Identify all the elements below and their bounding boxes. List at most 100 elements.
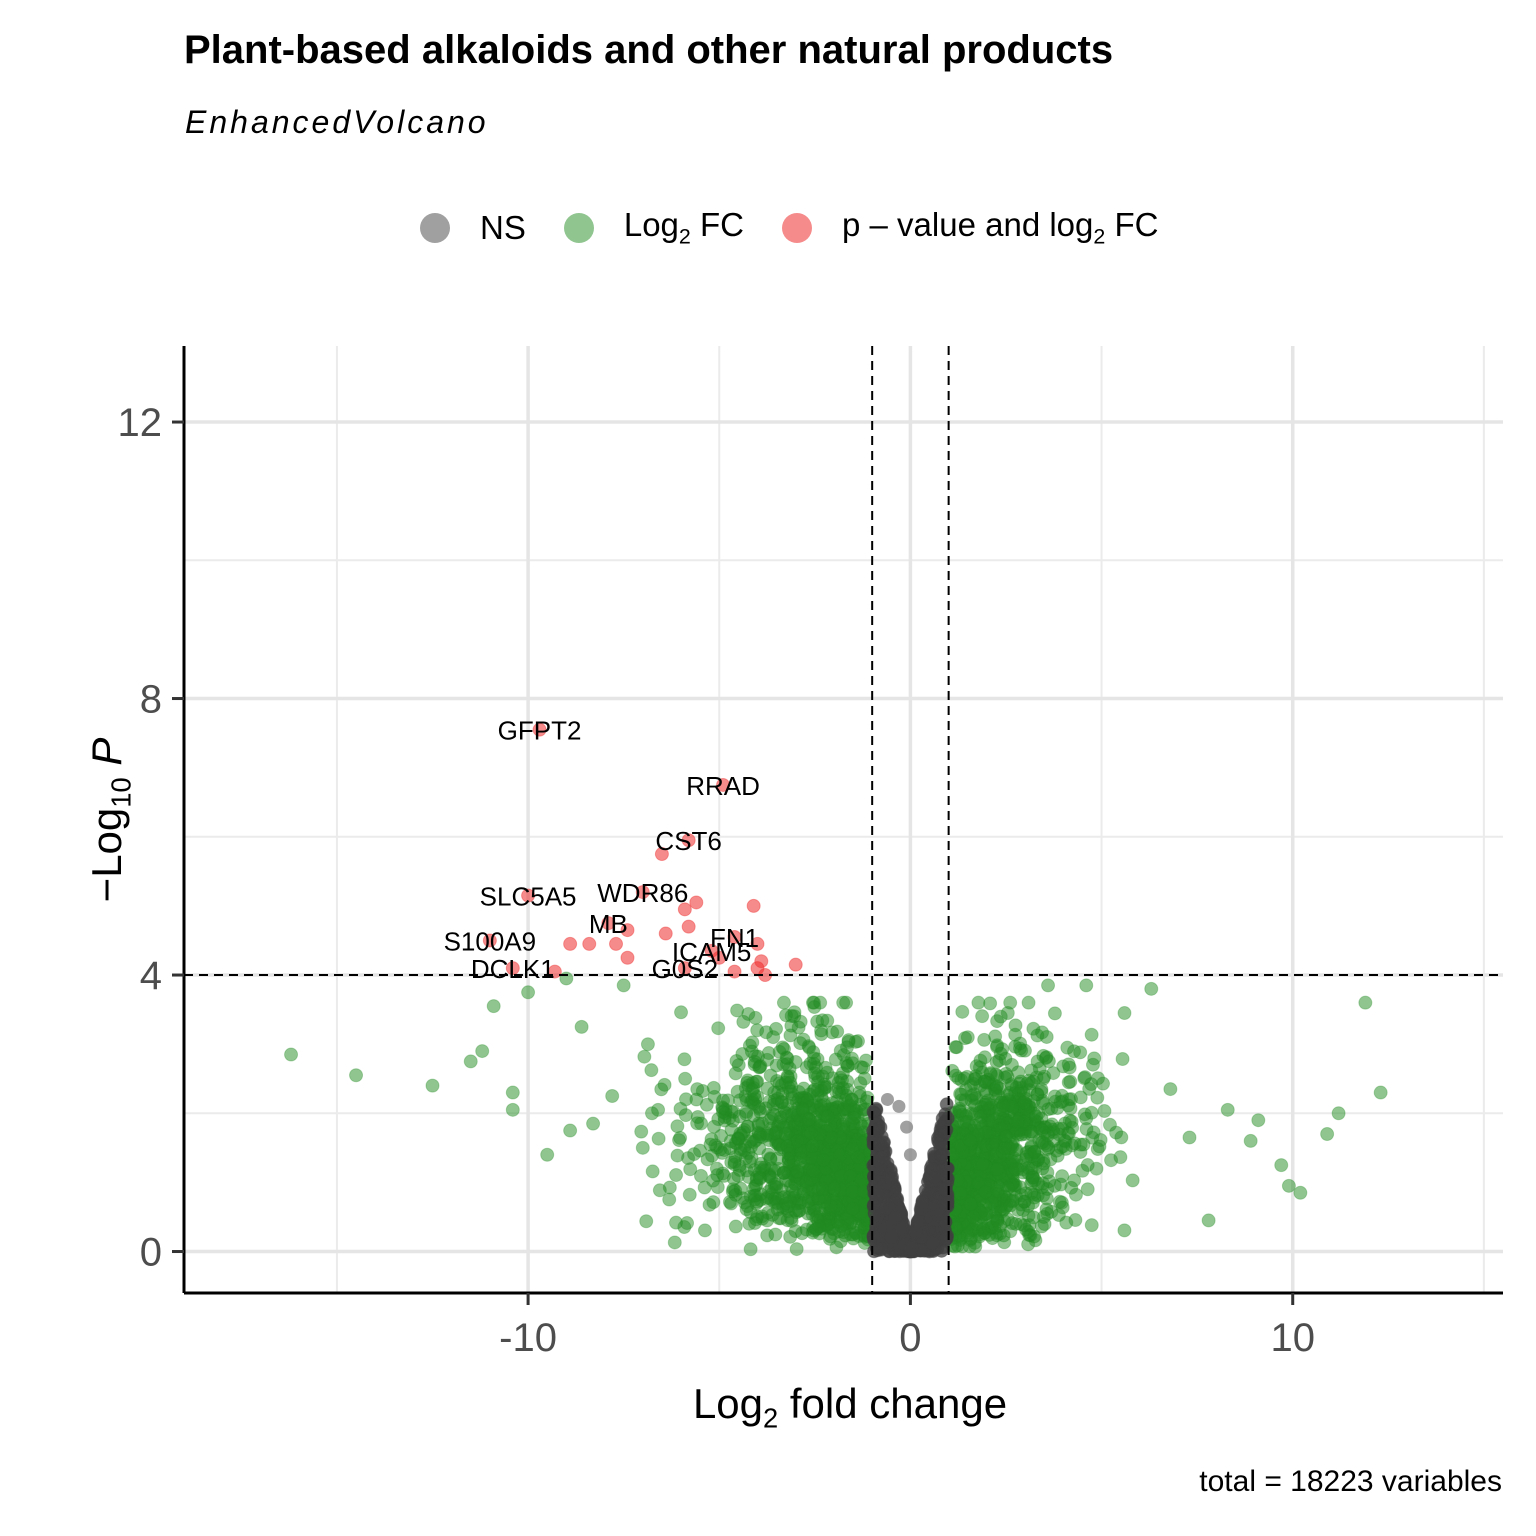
point-fc — [840, 1074, 855, 1089]
chart-title: Plant-based alkaloids and other natural … — [184, 28, 1114, 72]
point-ns — [873, 1241, 888, 1256]
point-fc — [644, 1063, 659, 1078]
point-fc — [991, 1089, 1006, 1104]
point-significant — [582, 936, 597, 951]
point-fc — [284, 1047, 299, 1062]
point-fc — [953, 1104, 968, 1119]
point-significant — [521, 888, 536, 903]
point-ns — [866, 1104, 881, 1119]
point-fc — [1025, 1170, 1040, 1185]
point-fc — [971, 1176, 986, 1191]
point-ns — [880, 1092, 894, 1106]
point-fc — [1017, 1194, 1032, 1209]
point-fc — [1041, 978, 1056, 993]
point-significant — [482, 933, 497, 948]
point-ns — [904, 1241, 919, 1256]
point-ns — [938, 1107, 953, 1122]
point-fc — [978, 1185, 993, 1200]
point-fc — [1024, 1076, 1039, 1091]
point-fc — [1064, 1114, 1079, 1129]
point-significant — [620, 923, 635, 938]
point-label: RRAD — [686, 771, 760, 801]
point-fc — [651, 1102, 666, 1117]
point-fc — [1102, 1117, 1117, 1132]
point-fc — [1061, 1075, 1076, 1090]
point-fc — [425, 1078, 440, 1093]
point-ns — [867, 1160, 882, 1175]
point-label: FN1 — [710, 923, 759, 953]
point-fc — [1251, 1113, 1266, 1128]
x-tick-label: 0 — [899, 1316, 921, 1360]
point-fc — [775, 1040, 790, 1055]
point-fc — [349, 1068, 364, 1083]
point-fc — [1047, 1006, 1062, 1021]
point-fc — [818, 1060, 833, 1075]
point-fc — [505, 1085, 520, 1100]
point-fc — [1220, 1102, 1235, 1117]
point-fc — [1281, 1178, 1296, 1193]
point-fc — [1085, 1057, 1100, 1072]
point-fc — [635, 1140, 650, 1155]
legend-label-fc: Log2 FC — [623, 206, 745, 249]
point-fc — [690, 1082, 705, 1097]
point-significant — [609, 936, 624, 951]
point-fc — [677, 1052, 692, 1067]
point-label: MB — [589, 909, 628, 939]
legend-label-ns: NS — [480, 209, 526, 246]
point-fc — [841, 1033, 856, 1048]
point-fc — [976, 1223, 991, 1238]
point-fc — [732, 1093, 747, 1108]
point-significant — [635, 885, 650, 900]
point-significant — [620, 950, 635, 965]
point-fc — [834, 1219, 849, 1234]
point-fc — [828, 1157, 843, 1172]
point-fc — [857, 1071, 872, 1086]
point-fc — [742, 1154, 757, 1169]
point-fc — [993, 1219, 1008, 1234]
point-fc — [850, 1150, 865, 1165]
point-fc — [843, 1098, 858, 1113]
point-fc — [827, 1181, 842, 1196]
point-fc — [559, 971, 574, 986]
point-fc — [975, 1009, 990, 1024]
point-fc — [990, 1162, 1005, 1177]
point-fc — [670, 1119, 685, 1134]
point-fc — [860, 1090, 875, 1105]
point-fc — [651, 1131, 666, 1146]
point-fc — [845, 1201, 860, 1216]
point-fc — [690, 1110, 705, 1125]
point-fc — [540, 1147, 555, 1162]
point-fc — [1029, 1109, 1044, 1124]
point-fc — [1027, 1145, 1042, 1160]
point-fc — [1010, 1114, 1025, 1129]
point-fc — [746, 1108, 761, 1123]
point-fc — [791, 1020, 806, 1035]
point-fc — [858, 1053, 873, 1068]
point-fc — [521, 985, 536, 1000]
point-fc — [707, 1119, 722, 1134]
point-fc — [1096, 1076, 1111, 1091]
point-fc — [805, 1139, 820, 1154]
point-fc — [486, 999, 501, 1014]
point-fc — [1084, 1077, 1099, 1092]
point-fc — [1144, 981, 1159, 996]
point-fc — [1018, 1152, 1033, 1167]
point-fc — [783, 1084, 798, 1099]
point-significant — [712, 950, 727, 965]
point-fc — [1036, 1156, 1051, 1171]
point-ns — [871, 1183, 886, 1198]
point-fc — [767, 1085, 782, 1100]
point-ns — [900, 1120, 914, 1134]
y-tick-label: 8 — [140, 678, 162, 722]
point-significant — [677, 902, 692, 917]
point-fc — [801, 1112, 816, 1127]
point-ns — [884, 1229, 899, 1244]
point-fc — [816, 1153, 831, 1168]
legend-item-fc: Log2 FC — [563, 206, 745, 250]
point-fc — [971, 995, 986, 1010]
point-fc — [1084, 1105, 1099, 1120]
point-ns — [934, 1149, 949, 1164]
point-fc — [674, 1005, 689, 1020]
point-fc — [1117, 1223, 1132, 1238]
